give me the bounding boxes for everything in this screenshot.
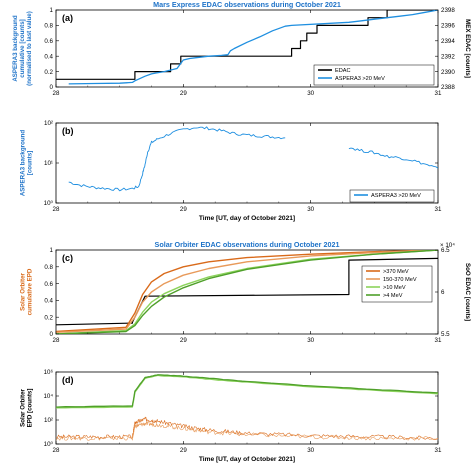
x-tick-label-c: 29 xyxy=(180,337,187,344)
x-tick-label-c: 28 xyxy=(53,337,60,344)
y-tick-label-left-a: 0 xyxy=(50,84,54,91)
x-tick-label-a: 31 xyxy=(435,90,442,97)
y-tick-label-right-a: 2398 xyxy=(441,7,455,14)
y-axis-label-line: [counts] xyxy=(27,151,34,175)
legend-label-c: >4 MeV xyxy=(383,293,403,299)
y-tick-label-right-a: 2390 xyxy=(441,69,455,76)
y-axis-label-line: ASPERA3 background xyxy=(12,15,19,82)
right-axis-exponent-c: × 10⁴ xyxy=(440,242,455,249)
y-tick-label-right-a: 2388 xyxy=(441,84,455,91)
legend-box-b xyxy=(349,189,435,203)
y-axis-label-line: EPD [counts] xyxy=(27,389,34,428)
legend-label-b: ASPERA3 >20 MeV xyxy=(371,193,421,199)
y-axis-label-line: MEX EDAC [counts] xyxy=(464,19,471,78)
y-tick-label-left-c: 0.2 xyxy=(44,314,53,321)
series-line-epd-d-1 xyxy=(56,421,438,441)
panel-letter-a: (a) xyxy=(62,13,73,23)
y-tick-label-left-c: 0 xyxy=(50,331,54,338)
y-axis-label-line: Solar Orbiter xyxy=(19,272,26,310)
y-axis-label-line: cumulative EPD xyxy=(27,268,34,315)
y-tick-label-right-a: 2396 xyxy=(441,23,455,30)
legend-label-c: 150-370 MeV xyxy=(383,277,417,283)
y-axis-label-line: Solar Orbiter xyxy=(19,388,26,426)
y-axis-label-line: (normalised to last value) xyxy=(26,11,33,86)
series-line-epd-c-3 xyxy=(56,250,438,334)
panel-letter-d: (d) xyxy=(62,375,74,385)
chart-title-a: Mars Express EDAC observations during Oc… xyxy=(153,0,341,9)
y-tick-label-d: 10⁶ xyxy=(44,369,54,376)
y-tick-label-d: 10⁴ xyxy=(43,393,53,400)
x-axis-label-b: Time [UT, day of October 2021] xyxy=(199,215,295,222)
series-line-edac-c xyxy=(56,257,438,326)
y-tick-label-right-c: 5.5 xyxy=(441,331,450,338)
x-tick-label-b: 29 xyxy=(180,206,187,213)
y-axis-label-c: Solar Orbiter cumulative EPD xyxy=(19,268,33,315)
y-tick-label-d: 10⁰ xyxy=(44,441,54,448)
series-line-aspera-a xyxy=(68,10,438,85)
panel-letter-c: (c) xyxy=(62,253,73,263)
chart-title-c: Solar Orbiter EDAC observations during O… xyxy=(155,240,340,249)
series-line-epd-c-1 xyxy=(56,250,438,333)
x-tick-label-a: 29 xyxy=(180,90,187,97)
y-tick-label-b: 10⁰ xyxy=(44,200,54,207)
y-tick-label-left-a: 0.4 xyxy=(44,53,53,60)
y-tick-label-b: 10¹ xyxy=(44,160,53,167)
legend-label-a: ASPERA3 >20 MeV xyxy=(335,76,385,82)
legend-label-c: >370 MeV xyxy=(383,269,409,275)
series-line-aspera-b xyxy=(348,147,438,169)
y-tick-label-left-a: 1 xyxy=(50,7,54,14)
y-axis-label-a: ASPERA3 background cumulative [counts] (no… xyxy=(12,11,33,86)
series-line-aspera-b xyxy=(68,126,286,192)
series-line-epd-d-3 xyxy=(56,374,438,408)
legend-label-c: >10 MeV xyxy=(383,285,406,291)
series-line-epd-c-0 xyxy=(56,250,438,333)
x-tick-label-c: 31 xyxy=(435,337,442,344)
x-tick-label-d: 31 xyxy=(435,447,442,454)
legend-box-c xyxy=(361,265,433,303)
x-tick-label-d: 29 xyxy=(180,447,187,454)
y-axis-label-c-right: SoO EDAC [counts] xyxy=(464,263,471,321)
y-axis-label-d: Solar Orbiter EPD [counts] xyxy=(19,388,33,427)
y-tick-label-left-a: 0.2 xyxy=(44,69,53,76)
y-tick-label-left-c: 0.4 xyxy=(44,298,53,305)
x-tick-label-b: 28 xyxy=(53,206,60,213)
y-tick-label-left-c: 1 xyxy=(50,247,54,254)
series-line-epd-c-2 xyxy=(56,250,438,334)
legend-box-a xyxy=(313,64,435,86)
y-tick-label-right-a: 2394 xyxy=(441,38,455,45)
x-axis-label-d: Time [UT, day of October 2021] xyxy=(199,456,295,463)
x-tick-label-d: 30 xyxy=(307,447,314,454)
x-tick-label-b: 30 xyxy=(307,206,314,213)
y-tick-label-left-c: 0.6 xyxy=(44,281,53,288)
plot-frame-d xyxy=(55,371,439,445)
panel-letter-b: (b) xyxy=(62,126,74,136)
y-tick-label-left-a: 0.6 xyxy=(44,38,53,45)
y-tick-label-b: 10² xyxy=(44,120,53,127)
y-axis-label-line: ASPERA3 background xyxy=(19,130,26,197)
y-tick-label-d: 10² xyxy=(44,417,53,424)
x-tick-label-c: 30 xyxy=(307,337,314,344)
y-axis-label-a-right: MEX EDAC [counts] xyxy=(464,19,471,78)
x-tick-label-b: 31 xyxy=(435,206,442,213)
y-tick-label-left-a: 0.8 xyxy=(44,23,53,30)
y-tick-label-right-a: 2392 xyxy=(441,53,455,60)
y-axis-label-line: cumulative [counts] xyxy=(19,19,26,77)
y-tick-label-left-c: 0.8 xyxy=(44,264,53,271)
y-tick-label-right-c: 6 xyxy=(441,289,445,296)
y-axis-label-b: ASPERA3 background [counts] xyxy=(19,130,33,197)
series-line-epd-d-0 xyxy=(56,416,438,440)
legend-label-a: EDAC xyxy=(335,68,351,74)
x-tick-label-a: 30 xyxy=(307,90,314,97)
x-tick-label-a: 28 xyxy=(53,90,60,97)
series-line-epd-d-2 xyxy=(56,374,438,409)
y-axis-label-line: SoO EDAC [counts] xyxy=(464,263,471,321)
y-tick-label-right-c: 6.5 xyxy=(441,247,450,254)
x-tick-label-d: 28 xyxy=(53,447,60,454)
